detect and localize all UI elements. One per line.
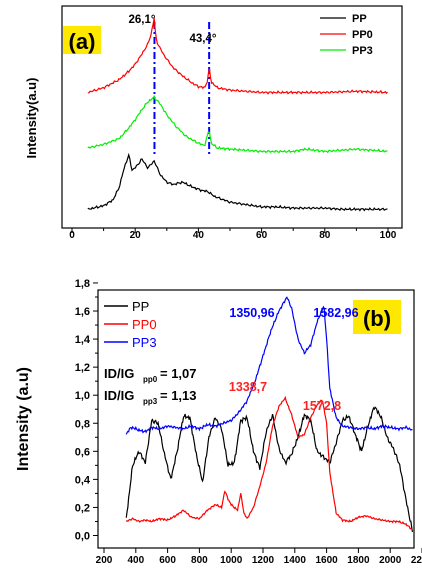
panel-a-x-tick-label: 80 <box>319 230 331 241</box>
legend-a-pp3-label: PP3 <box>352 45 373 57</box>
legend-b-pp3-label: PP3 <box>132 335 157 350</box>
panel-b-x-tick-label: 200 <box>96 555 113 566</box>
panel-a-x-ticks: 0 20 40 60 80 100 <box>69 228 397 241</box>
legend-a-pp-label: PP <box>352 13 367 25</box>
panel-b-x-tick-label: 2200 <box>411 555 422 566</box>
peak-label-1338-7: 1338,7 <box>229 380 267 394</box>
panel-a-label: (a) <box>69 29 96 54</box>
panel-a-frame <box>61 5 403 229</box>
panel-b-series-pp-line <box>125 406 414 533</box>
panel-a-label-box <box>63 26 101 54</box>
panel-b-y-axis-label: Intensity (a.u) <box>15 367 32 471</box>
panel-b-y-tick-label: 0,8 <box>75 418 90 430</box>
panel-a-x-tick-label: 40 <box>193 230 205 241</box>
panel-b-x-tick-label: 800 <box>191 555 208 566</box>
panel-b-x-tick-label: 1800 <box>347 555 370 566</box>
panel-b-x-tick-label: 400 <box>127 555 144 566</box>
peak-label-1350-96: 1350,96 <box>229 306 274 320</box>
ratio-pp0-prefix: ID/IG <box>104 366 134 381</box>
panel-a-series-pp-line <box>87 152 388 212</box>
panel-b-y-tick-label: 1,6 <box>75 306 90 318</box>
panel-b-x-tick-label: 2000 <box>379 555 402 566</box>
legend-b-pp-label: PP <box>132 299 149 314</box>
panel-b-y-tick-label: 0,2 <box>75 502 90 514</box>
panel-a-data <box>87 18 388 212</box>
panel-a-x-tick-label: 60 <box>256 230 268 241</box>
panel-b-label-box <box>353 300 401 334</box>
panel-b-legend: PP PP0 PP3 <box>104 299 157 350</box>
panel-a-y-axis-label: Intensity(a.u) <box>24 78 39 159</box>
peak-label-1582-96: 1582,96 <box>313 306 358 320</box>
panel-b-x-tick-label: 1200 <box>252 555 275 566</box>
panel-a-x-tick-label: 20 <box>130 230 142 241</box>
panel-b-y-tick-label: 1,4 <box>75 334 91 346</box>
panel-a-x-tick-label: 100 <box>380 230 397 241</box>
ratio-pp0-value: = 1,07 <box>160 366 197 381</box>
peak-label-1572-8: 1572,8 <box>303 399 341 413</box>
panel-b-label: (b) <box>363 306 391 331</box>
legend-a-pp0-label: PP0 <box>352 29 373 41</box>
panel-a-legend: PP PP0 PP3 <box>320 13 373 57</box>
panel-b-series-pp3-line <box>125 296 413 435</box>
panel-b-ticks: 200 400 600 800 1000 1200 1400 1600 1800 2000 2200… <box>75 278 422 566</box>
panel-b-frame <box>97 289 415 549</box>
panel-b-x-tick-label: 1600 <box>315 555 338 566</box>
ratio-pp3-prefix: ID/IG <box>104 388 134 403</box>
panel-b-x-tick-label: 1400 <box>284 555 307 566</box>
legend-b-pp0-label: PP0 <box>132 317 157 332</box>
panel-b-x-tick-label: 1000 <box>220 555 243 566</box>
ratio-pp0-subscript: pp0 <box>143 375 158 384</box>
peak-annotation-43: 43,4° <box>190 33 217 45</box>
peak-annotation-26: 26,1° <box>129 14 156 26</box>
panel-b-y-tick-label: 1,8 <box>75 278 90 290</box>
panel-b-y-tick-label: 0,6 <box>75 446 90 458</box>
panel-b-y-tick-label: 0,4 <box>75 474 91 486</box>
panel-a-x-tick-label: 0 <box>69 230 75 241</box>
panel-b-y-tick-label: 1,2 <box>75 362 90 374</box>
panel-b-series-pp0-line <box>125 395 413 531</box>
panel-b-x-tick-label: 600 <box>159 555 176 566</box>
panel-b: 200 400 600 800 1000 1200 1400 1600 1800 2000 2200… <box>15 278 422 566</box>
panel-b-data <box>125 296 414 533</box>
panel-b-y-tick-label: 1,0 <box>75 390 90 402</box>
ratio-pp3: ID/IG pp3 = 1,13 <box>104 388 197 406</box>
panel-a-series-pp0-line <box>87 18 388 95</box>
panel-a-series-pp3-line <box>87 94 388 154</box>
ratio-pp3-value: = 1,13 <box>160 388 197 403</box>
panel-a: 0 20 40 60 80 100 Intensity(a.u) (a) 26,1° 43… <box>24 5 403 241</box>
ratio-pp0: ID/IG pp0 = 1,07 <box>104 366 197 384</box>
ratio-pp3-subscript: pp3 <box>143 397 158 406</box>
panel-b-y-tick-label: 0,0 <box>75 531 90 543</box>
